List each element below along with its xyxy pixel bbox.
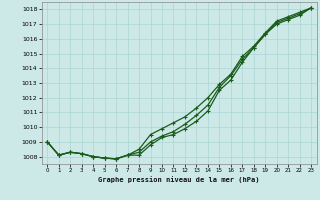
X-axis label: Graphe pression niveau de la mer (hPa): Graphe pression niveau de la mer (hPa) (99, 176, 260, 183)
